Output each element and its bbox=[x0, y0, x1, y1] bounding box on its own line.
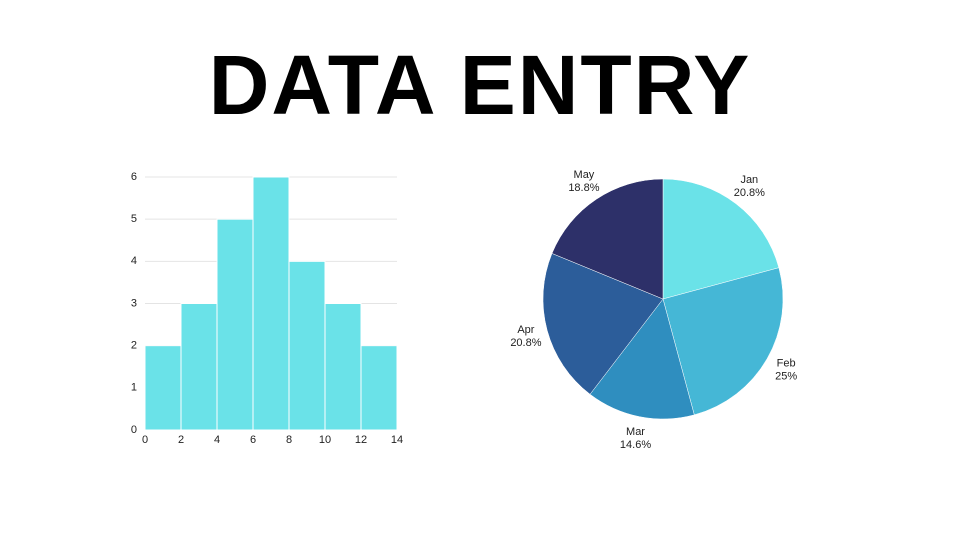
pie-category-label: Apr bbox=[517, 324, 534, 336]
x-tick-label: 8 bbox=[286, 434, 292, 446]
pie-category-label: Jan bbox=[740, 174, 758, 186]
pie-slice bbox=[551, 178, 664, 300]
x-tick-label: 14 bbox=[391, 434, 403, 446]
pie-value-label: 14.6% bbox=[620, 439, 651, 451]
x-tick-label: 2 bbox=[178, 434, 184, 446]
y-tick-label: 5 bbox=[131, 213, 137, 225]
bar bbox=[324, 303, 362, 431]
pie-value-label: 20.8% bbox=[510, 337, 541, 349]
bar bbox=[144, 345, 182, 431]
pie-slice bbox=[662, 267, 784, 416]
pie-category-label: Feb bbox=[777, 358, 796, 370]
bar bbox=[216, 218, 254, 431]
y-tick-label: 2 bbox=[131, 340, 137, 352]
x-tick-label: 12 bbox=[355, 434, 367, 446]
x-tick-label: 10 bbox=[319, 434, 331, 446]
pie-category-label: Mar bbox=[626, 426, 645, 438]
y-tick-label: 1 bbox=[131, 382, 137, 394]
bar bbox=[360, 345, 398, 431]
x-tick-label: 0 bbox=[142, 434, 148, 446]
bar bbox=[288, 260, 326, 431]
y-tick-label: 0 bbox=[131, 424, 137, 436]
pie-slice bbox=[589, 298, 695, 420]
pie-slice bbox=[542, 253, 664, 395]
page-title: DATA ENTRY bbox=[209, 38, 752, 132]
x-tick-label: 6 bbox=[250, 434, 256, 446]
bar bbox=[252, 176, 290, 431]
pie-category-label: May bbox=[574, 169, 595, 181]
y-tick-label: 4 bbox=[131, 255, 137, 267]
pie-value-label: 25% bbox=[775, 371, 797, 383]
x-tick-label: 4 bbox=[214, 434, 220, 446]
pie-value-label: 20.8% bbox=[734, 187, 765, 199]
pie-slice bbox=[662, 178, 780, 300]
pie-value-label: 18.8% bbox=[568, 182, 599, 194]
y-tick-label: 3 bbox=[131, 297, 137, 309]
y-tick-label: 6 bbox=[131, 171, 137, 183]
bar bbox=[180, 303, 218, 431]
